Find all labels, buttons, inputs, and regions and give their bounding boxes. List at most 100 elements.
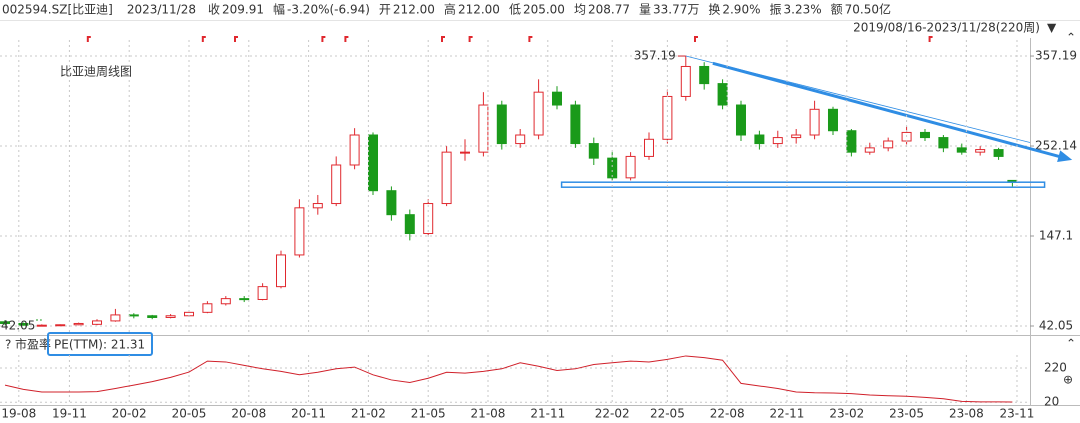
candle-body: [368, 134, 379, 192]
x-tick-label: 21-08: [471, 407, 506, 421]
candle-body: [938, 137, 949, 149]
x-tick-label: 22-02: [595, 407, 630, 421]
candle-body: [588, 143, 599, 159]
candle-body: [294, 207, 305, 256]
x-tick-label: 21-11: [530, 407, 565, 421]
trend-arrow-head: [1057, 150, 1073, 163]
quote-value: 205.00: [523, 3, 565, 17]
y-tick-label: 220: [1044, 360, 1067, 374]
candle-body: [202, 303, 213, 313]
quote-label: 幅: [273, 2, 285, 17]
candle-body: [680, 65, 691, 97]
range-label[interactable]: 2019/08/16-2023/11/28(220周): [853, 21, 1040, 35]
candle-body: [735, 104, 746, 136]
candle-body: [349, 134, 360, 166]
quote-value: 208.77: [588, 3, 630, 17]
support-box: [560, 181, 1046, 188]
dropdown-icon[interactable]: ▼: [1047, 21, 1057, 35]
event-marker: [693, 36, 698, 42]
candle-body: [809, 108, 820, 136]
highlight-box: [47, 332, 153, 356]
quote-value: 212.00: [458, 3, 500, 17]
quote-value: 2.90%: [722, 3, 760, 17]
candle-body: [662, 95, 673, 140]
candle-body: [386, 190, 397, 216]
candle-body: [73, 322, 84, 326]
candle-body: [239, 298, 250, 301]
quote-label: 低: [509, 3, 521, 17]
x-tick-label: 20-08: [231, 407, 266, 421]
candle-body: [331, 164, 342, 205]
x-tick-label: 23-02: [829, 407, 864, 421]
quote-label: 均: [574, 3, 586, 17]
candle-body: [0, 321, 11, 324]
candle-body: [55, 324, 66, 327]
candle-body: [128, 314, 139, 317]
x-tick-label: 23-05: [889, 407, 924, 421]
scroll-icon[interactable]: ⌃: [1066, 31, 1076, 45]
quote-value: 209.91: [222, 3, 264, 17]
y-tick-label: 42.05: [1039, 319, 1073, 333]
y-tick-label: 20: [1044, 395, 1059, 409]
x-tick-label: 23-08: [949, 407, 984, 421]
candle-body: [92, 320, 103, 325]
pane-title: 市盈率: [15, 337, 51, 352]
event-marker: [928, 36, 933, 42]
event-marker: [234, 36, 239, 42]
chart-title: 比亚迪周线图: [60, 65, 132, 79]
stock-code: 002594.SZ[比亚迪]: [2, 3, 113, 17]
candle-body: [36, 324, 47, 327]
x-tick-label: 19-11: [52, 407, 87, 421]
candle-body: [846, 130, 857, 153]
candle-body: [699, 65, 710, 85]
help-icon[interactable]: ?: [5, 338, 11, 352]
quote-label: 额: [831, 3, 843, 17]
candle-body: [643, 138, 654, 157]
candle-body: [607, 157, 618, 179]
candle-body: [625, 155, 636, 179]
candle-body: [404, 214, 415, 235]
trend-arrow: [712, 61, 1065, 160]
x-tick-label: 20-11: [291, 407, 326, 421]
candle-body: [883, 140, 894, 149]
quote-date: 2023/11/28: [127, 3, 196, 17]
x-tick-label: 22-08: [710, 407, 745, 421]
x-tick-label: 21-05: [411, 407, 446, 421]
candle-body: [551, 91, 562, 106]
event-marker: [201, 36, 206, 42]
quote-value: 212.00: [393, 3, 435, 17]
quote-value: -3.20%(-6.94): [287, 3, 370, 17]
candle-body: [533, 91, 544, 136]
candle-body: [515, 134, 526, 145]
candle-body: [496, 104, 507, 145]
event-marker: [321, 36, 326, 42]
zoom-icon[interactable]: ⊕: [1063, 373, 1073, 387]
candle-body: [423, 203, 434, 235]
event-marker: [528, 36, 533, 42]
x-tick-label: 20-02: [112, 407, 147, 421]
candle-body: [478, 104, 489, 153]
candle-body: [919, 131, 930, 139]
event-marker: [441, 36, 445, 42]
quote-label: 收: [208, 3, 220, 17]
candle-body: [791, 134, 802, 139]
candle-body: [257, 286, 268, 300]
y-tick-label: 147.1: [1039, 229, 1073, 243]
candle-body: [147, 315, 158, 318]
x-tick-label: 22-05: [650, 407, 685, 421]
quote-label: 量: [639, 3, 651, 17]
candle-body: [864, 147, 875, 153]
quote-label: 振: [769, 3, 781, 17]
scroll-icon[interactable]: ⌃: [1066, 337, 1076, 351]
event-marker: [344, 36, 349, 42]
candle-body: [165, 315, 176, 318]
quote-value: 70.50亿: [845, 2, 891, 17]
pe-label: PE(TTM): 21.31: [54, 338, 145, 352]
candle-body: [220, 298, 231, 305]
candle-body: [993, 149, 1004, 157]
candle-body: [975, 149, 986, 153]
quote-label: 换: [708, 3, 720, 17]
quote-value: 3.23%: [784, 3, 822, 17]
